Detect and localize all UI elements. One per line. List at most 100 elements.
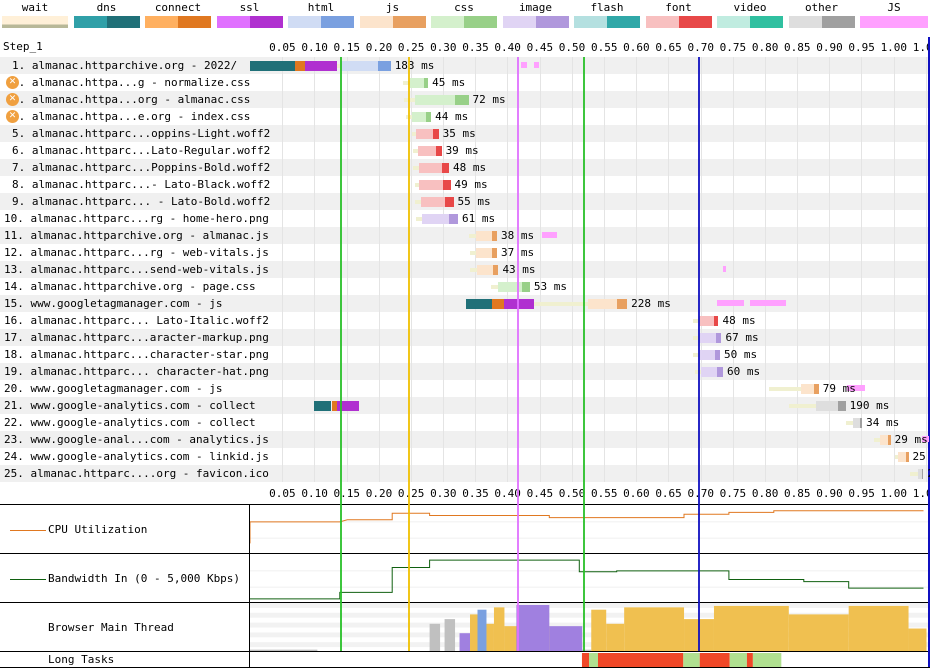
ttfb-segment bbox=[853, 418, 860, 428]
request-row[interactable]: 18. almanac.httparc...character-star.png… bbox=[0, 346, 930, 363]
panel-band bbox=[250, 632, 928, 638]
legend-swatch bbox=[431, 16, 497, 28]
request-label: 11. almanac.httparchive.org - almanac.js bbox=[4, 229, 269, 242]
right-border-marker bbox=[928, 37, 930, 667]
request-row[interactable]: 23. www.google-anal...com - analytics.js… bbox=[0, 431, 930, 448]
download-segment bbox=[491, 231, 497, 241]
legend-swatch bbox=[288, 16, 354, 28]
request-duration: 25 ms bbox=[912, 450, 926, 463]
request-label: 5. almanac.httparc...oppins-Light.woff2 bbox=[12, 127, 271, 140]
request-row[interactable]: 11. almanac.httparchive.org - almanac.js… bbox=[0, 227, 930, 244]
request-row[interactable]: 4. almanac.httpa...e.org - index.css ✕ 44 … bbox=[0, 108, 930, 125]
grid-line bbox=[797, 57, 799, 482]
panel-band bbox=[250, 586, 928, 588]
request-label: 19. almanac.httparc... character-hat.png bbox=[4, 365, 269, 378]
tick-label: 0.30 bbox=[430, 487, 457, 500]
ttfb-segment bbox=[477, 265, 494, 275]
request-row[interactable]: 20. www.googletagmanager.com - js 79 ms bbox=[0, 380, 930, 397]
panel-swatch bbox=[10, 529, 46, 531]
request-label: 12. almanac.httparc...rg - web-vitals.js bbox=[4, 246, 269, 259]
request-row[interactable]: 12. almanac.httparc...rg - web-vitals.js… bbox=[0, 244, 930, 261]
wait-segment bbox=[414, 200, 421, 204]
js-execution-segment bbox=[922, 436, 930, 442]
request-duration: 37 ms bbox=[500, 246, 535, 259]
request-timeline: 35 ms bbox=[250, 125, 930, 142]
request-duration: 67 ms bbox=[725, 331, 759, 344]
request-row[interactable]: 16. almanac.httparc... Lato-Italic.woff2… bbox=[0, 312, 930, 329]
ttfb-segment bbox=[699, 316, 714, 326]
request-timeline: 39 ms bbox=[250, 142, 930, 159]
legend-item-js: js bbox=[358, 0, 428, 34]
request-label: 20. www.googletagmanager.com - js bbox=[4, 382, 223, 395]
tick-label: 0.20 bbox=[365, 41, 393, 54]
tick-label: 0.90 bbox=[816, 487, 843, 500]
request-timeline: 72 ms bbox=[250, 91, 930, 108]
download-segment bbox=[715, 333, 722, 343]
request-row[interactable]: 17. almanac.httparc...aracter-markup.png… bbox=[0, 329, 930, 346]
request-row[interactable]: 15. www.googletagmanager.com - js 228 ms bbox=[0, 295, 930, 312]
legend-swatch bbox=[574, 16, 640, 28]
ttfb-segment bbox=[700, 367, 718, 377]
request-row[interactable]: 9. almanac.httparc... - Lato-Bold.woff2 5… bbox=[0, 193, 930, 210]
tick-label: 0.85 bbox=[784, 41, 811, 54]
request-row[interactable]: 2. almanac.httpa...g - normalize.css ✕ 45 … bbox=[0, 74, 930, 91]
ttfb-segment bbox=[414, 95, 456, 105]
download-segment bbox=[814, 384, 819, 394]
request-row[interactable]: 8. almanac.httparc...- Lato-Black.woff2 4… bbox=[0, 176, 930, 193]
grid-line bbox=[378, 57, 380, 482]
request-row[interactable]: 24. www.google-analytics.com - linkid.js… bbox=[0, 448, 930, 465]
tick-label: 0.50 bbox=[558, 487, 586, 500]
dns-segment bbox=[314, 401, 331, 411]
request-row[interactable]: 13. almanac.httparc...send-web-vitals.js… bbox=[0, 261, 930, 278]
download-segment bbox=[887, 435, 891, 445]
legend-swatch bbox=[645, 16, 712, 28]
request-label: 21. www.google-analytics.com - collect bbox=[4, 399, 256, 412]
request-duration: 27 ms bbox=[928, 467, 930, 480]
download-segment bbox=[423, 78, 429, 88]
tick-label: 1.00 bbox=[880, 487, 908, 500]
download-segment bbox=[714, 350, 720, 360]
request-timeline: 183 ms bbox=[250, 57, 930, 74]
tick-label: 0.75 bbox=[719, 487, 747, 500]
request-label: 17. almanac.httparc...aracter-markup.png bbox=[4, 331, 269, 344]
tick-label: 1.00 bbox=[880, 41, 908, 54]
ttfb-segment bbox=[422, 214, 450, 224]
grid-line bbox=[507, 57, 509, 482]
panel-label-box: CPU Utilization bbox=[0, 505, 250, 554]
ttfb-segment bbox=[419, 163, 442, 173]
request-timeline: 44 ms bbox=[250, 108, 930, 125]
request-row[interactable]: 6. almanac.httparc...Lato-Regular.woff2 3… bbox=[0, 142, 930, 159]
request-duration: 60 ms bbox=[726, 365, 761, 378]
request-row[interactable]: 10. almanac.httparc...rg - home-hero.png… bbox=[0, 210, 930, 227]
legend-item-image: image bbox=[501, 0, 571, 34]
wait-segment bbox=[845, 421, 854, 425]
request-row[interactable]: 19. almanac.httparc... character-hat.png… bbox=[0, 363, 930, 380]
request-label: 8. almanac.httparc...- Lato-Black.woff2 bbox=[12, 178, 271, 191]
tick-label: 0.65 bbox=[655, 41, 682, 54]
wait-segment bbox=[413, 166, 420, 170]
warning-icon: ✕ bbox=[6, 93, 19, 106]
tick-label: 0.75 bbox=[719, 41, 747, 54]
request-row[interactable]: 25. almanac.httparc....org - favicon.ico… bbox=[0, 465, 930, 482]
long-task-block bbox=[746, 653, 753, 668]
legend-swatch bbox=[73, 16, 140, 28]
wait-segment bbox=[470, 268, 478, 272]
panel-label-box: Bandwidth In (0 - 5,000 Kbps) bbox=[0, 554, 250, 603]
request-row[interactable]: 7. almanac.httparc...Poppins-Bold.woff2 4… bbox=[0, 159, 930, 176]
legend: wait dns connect ssl html js css image flash font… bbox=[0, 0, 930, 34]
panel-label-box: Long Tasks bbox=[0, 652, 250, 668]
panel-label: Bandwidth In (0 - 5,000 Kbps) bbox=[48, 571, 241, 585]
request-label: 22. www.google-analytics.com - collect bbox=[4, 416, 256, 429]
request-row[interactable]: 1. almanac.httparchive.org - 2022/183 ms bbox=[0, 57, 930, 74]
js-execution-segment bbox=[847, 385, 866, 391]
request-row[interactable]: 21. www.google-analytics.com - collect 19… bbox=[0, 397, 930, 414]
grid-line bbox=[668, 57, 670, 482]
request-row[interactable]: 22. www.google-analytics.com - collect 34… bbox=[0, 414, 930, 431]
request-row[interactable]: 14. almanac.httparchive.org - page.css 53… bbox=[0, 278, 930, 295]
legend-item-other: other bbox=[787, 0, 857, 34]
request-duration: 55 ms bbox=[457, 195, 491, 208]
request-row[interactable]: 5. almanac.httparc...oppins-Light.woff2 3… bbox=[0, 125, 930, 142]
panel-band bbox=[250, 622, 928, 628]
grid-line bbox=[700, 57, 702, 482]
request-row[interactable]: 3. almanac.httpa...org - almanac.css ✕ 72 … bbox=[0, 91, 930, 108]
